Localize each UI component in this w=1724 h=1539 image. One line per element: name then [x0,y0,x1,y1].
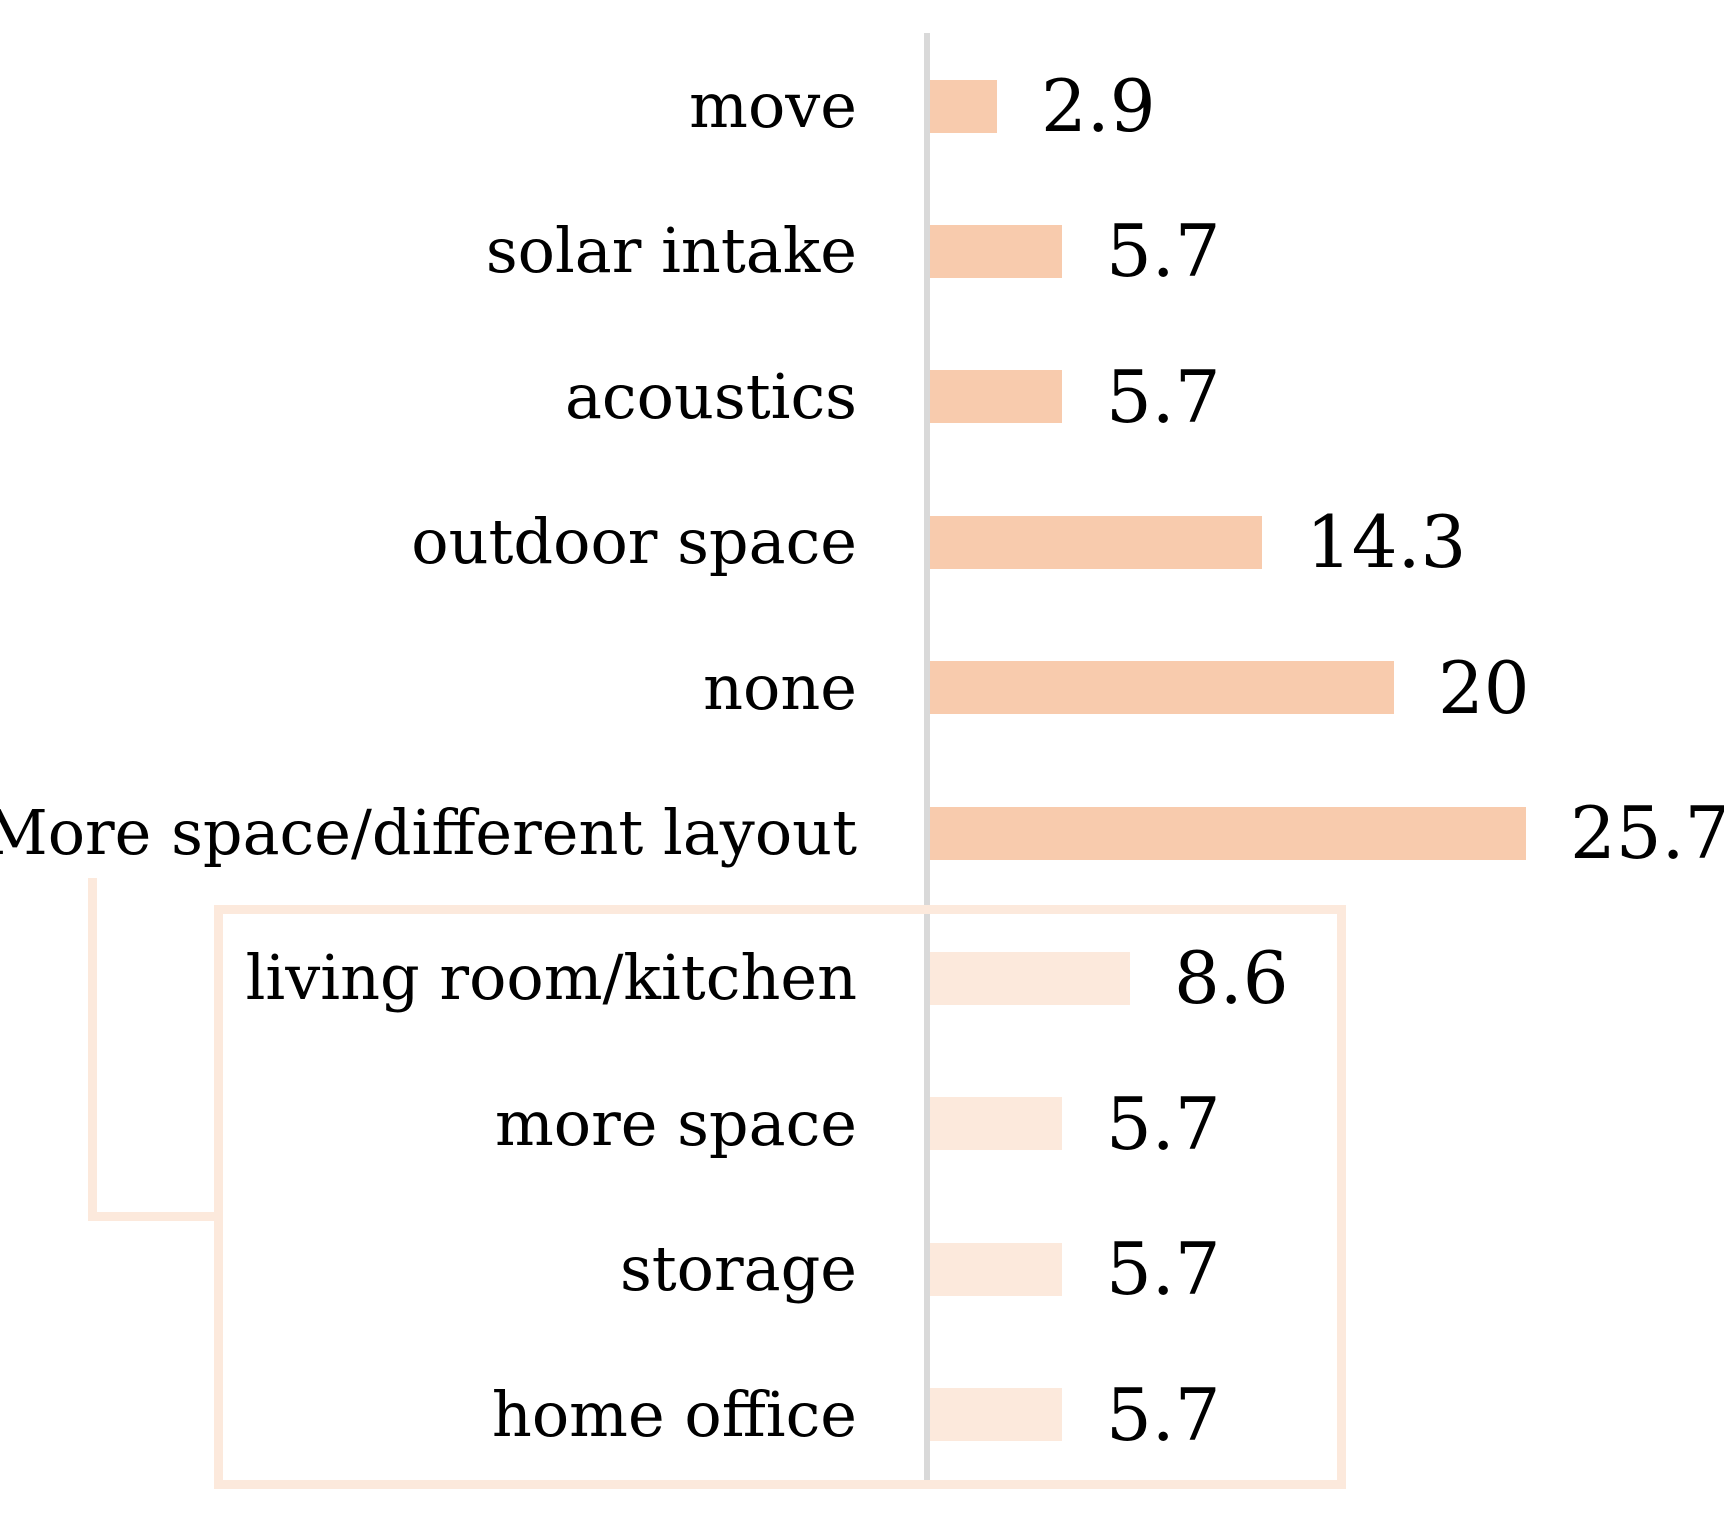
bar-solar-intake [930,225,1062,278]
value-label-more-space: 5.7 [1106,1081,1221,1166]
bar-none [930,661,1394,714]
value-label-home-office: 5.7 [1106,1372,1221,1457]
bar-outdoor-space [930,516,1262,569]
value-label-more-space-different-layout: 25.7 [1570,791,1724,875]
value-label-storage: 5.7 [1106,1227,1221,1312]
subgroup-connector-horizontal-line [88,1212,214,1221]
value-label-solar-intake: 5.7 [1106,209,1221,294]
bar-more-space-different-layout [930,807,1526,860]
subgroup-connector-vertical-line [88,878,97,1221]
category-axis-baseline [924,33,930,1481]
bar-acoustics [930,370,1062,423]
category-label-more-space-different-layout: More space/different layout [0,796,857,869]
category-label-acoustics: acoustics [564,359,857,433]
category-label-none: none [703,650,857,724]
subgroup-outline-box [214,905,1346,1489]
bar-move [930,80,997,133]
category-label-living-room-kitchen: living room/kitchen [245,941,857,1015]
bar-more-space [930,1097,1062,1150]
bar-home-office [930,1388,1062,1441]
value-label-none: 20 [1438,645,1530,730]
category-label-more-space: more space [494,1086,857,1160]
value-label-acoustics: 5.7 [1106,354,1221,439]
bar-living-room-kitchen [930,952,1130,1005]
category-label-storage: storage [619,1232,857,1306]
category-label-solar-intake: solar intake [485,214,857,288]
category-label-move: move [689,69,857,142]
category-label-home-office: home office [491,1377,857,1451]
bar-storage [930,1243,1062,1296]
category-label-outdoor-space: outdoor space [411,505,857,579]
value-label-living-room-kitchen: 8.6 [1174,936,1289,1021]
value-label-move: 2.9 [1041,64,1156,148]
value-label-outdoor-space: 14.3 [1306,500,1467,585]
